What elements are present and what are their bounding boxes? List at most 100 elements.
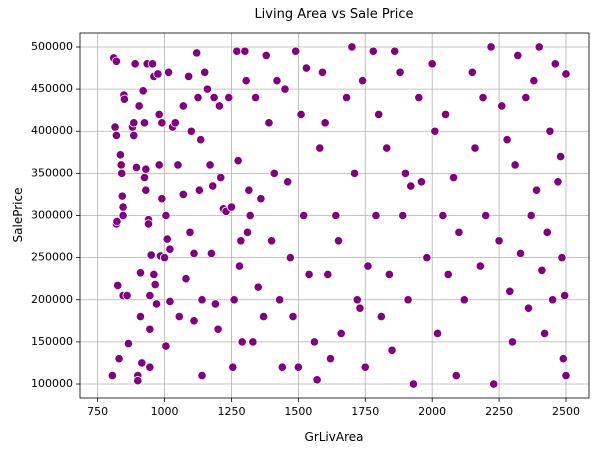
point — [170, 118, 180, 128]
point — [208, 181, 218, 191]
x-tick-label: 1000 — [151, 405, 179, 418]
point — [451, 370, 461, 381]
point — [486, 42, 496, 52]
point — [174, 312, 184, 322]
point — [118, 202, 128, 212]
point — [135, 268, 146, 278]
point — [355, 303, 365, 313]
point — [349, 168, 360, 178]
point — [184, 71, 194, 82]
point — [134, 101, 144, 111]
point — [189, 248, 199, 259]
point — [443, 269, 453, 280]
point — [269, 168, 279, 178]
point — [548, 295, 558, 305]
point — [537, 265, 547, 275]
point — [150, 279, 160, 290]
point — [133, 376, 143, 386]
point — [129, 130, 139, 141]
point — [408, 379, 419, 389]
x-tick-label: 1250 — [217, 405, 245, 418]
point — [245, 210, 255, 221]
point — [112, 216, 122, 226]
x-tick-label: 2500 — [552, 405, 580, 418]
point — [510, 160, 520, 170]
point — [113, 280, 123, 291]
point — [459, 295, 469, 305]
point — [248, 337, 258, 347]
point — [149, 269, 159, 280]
point — [336, 328, 346, 339]
point — [214, 101, 225, 111]
point — [502, 135, 512, 145]
point — [531, 185, 542, 195]
point — [285, 253, 295, 263]
point — [141, 185, 151, 195]
point — [454, 227, 464, 237]
point — [317, 67, 328, 77]
point — [224, 92, 234, 103]
y-tick-label: 350000 — [31, 166, 73, 179]
point — [382, 143, 392, 153]
point — [489, 379, 499, 389]
y-tick-label: 100000 — [31, 377, 73, 390]
y-tick-label: 150000 — [31, 335, 73, 348]
point — [139, 118, 150, 128]
point — [376, 312, 386, 322]
point — [264, 118, 274, 128]
y-axis-label: SalePrice — [11, 188, 25, 243]
point — [309, 337, 320, 347]
point — [513, 50, 523, 61]
point — [368, 46, 378, 56]
point — [414, 92, 424, 103]
point — [116, 160, 126, 170]
point — [165, 244, 175, 254]
point — [200, 67, 210, 77]
point — [280, 84, 290, 94]
point — [145, 362, 155, 372]
y-tick-label: 400000 — [31, 124, 73, 137]
point — [193, 92, 203, 103]
point — [371, 210, 381, 221]
point — [159, 253, 170, 263]
point — [427, 59, 437, 69]
point — [119, 94, 130, 104]
point — [288, 312, 298, 322]
x-tick-label: 1500 — [284, 405, 312, 418]
point — [111, 56, 121, 66]
point — [147, 59, 158, 69]
point — [534, 42, 544, 52]
point — [550, 59, 560, 69]
point — [526, 210, 536, 221]
point — [403, 295, 413, 305]
point — [145, 290, 155, 301]
point — [398, 210, 408, 221]
point — [197, 295, 207, 305]
point — [363, 261, 373, 271]
point — [131, 162, 142, 173]
point — [161, 341, 171, 351]
point — [560, 290, 570, 301]
chart-title: Living Area vs Sale Price — [254, 7, 413, 22]
x-tick-label: 1750 — [351, 405, 379, 418]
point — [137, 358, 147, 368]
point — [505, 286, 515, 296]
point — [165, 296, 175, 307]
point — [440, 109, 451, 119]
point — [111, 130, 121, 141]
point — [114, 354, 124, 364]
point — [110, 122, 120, 132]
point — [161, 210, 171, 221]
y-tick-label: 300000 — [31, 209, 73, 222]
point — [244, 185, 254, 195]
point — [475, 261, 485, 271]
point — [146, 250, 156, 260]
point — [481, 210, 491, 221]
point — [189, 316, 199, 326]
point — [240, 46, 250, 56]
point — [478, 92, 488, 103]
point — [178, 101, 188, 111]
point — [151, 299, 162, 309]
point — [209, 92, 219, 103]
point — [556, 151, 566, 162]
